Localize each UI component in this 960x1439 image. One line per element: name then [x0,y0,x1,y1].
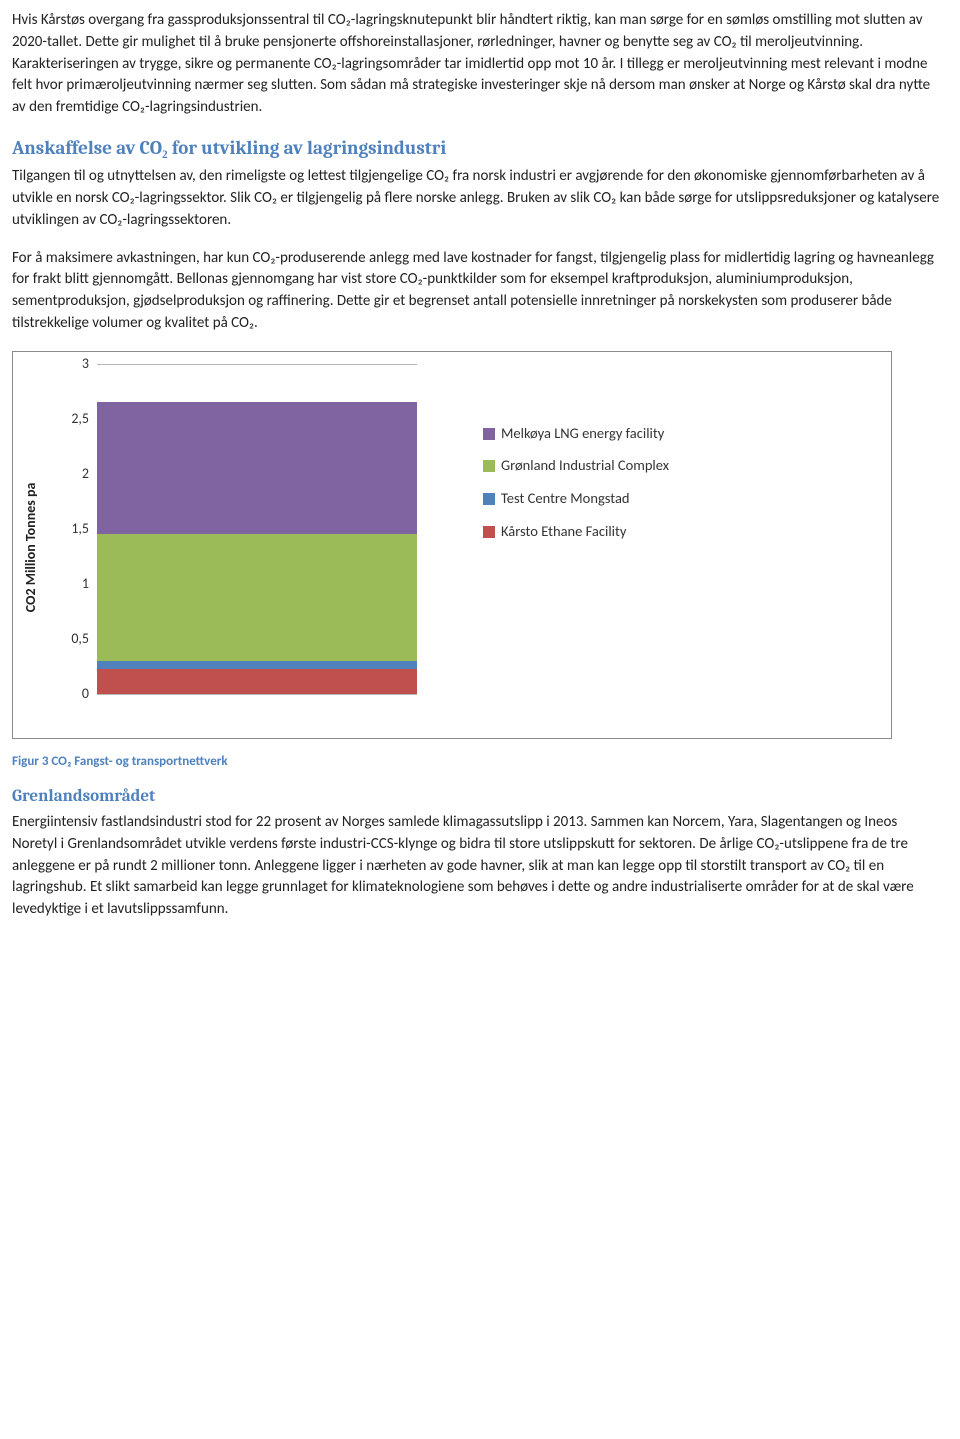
chart-legend: Melkøya LNG energy facility Grønland Indu… [483,424,743,555]
chart-gridline [97,694,417,695]
chart-legend-label: Kårsto Ethane Facility [501,522,626,541]
chart-legend-item: Kårsto Ethane Facility [483,522,743,541]
paragraph-intro: Hvis Kårstøs overgang fra gassproduksjon… [12,10,940,119]
chart-legend-item: Melkøya LNG energy facility [483,424,743,443]
chart-legend-label: Melkøya LNG energy facility [501,424,664,443]
chart-bar-segment [97,534,417,661]
chart-legend-label: Grønland Industrial Complex [501,456,669,475]
chart-legend-item: Test Centre Mongstad [483,489,743,508]
paragraph-anskaffelse-1: Tilgangen til og utnyttelsen av, den rim… [12,166,940,231]
chart-ytick: 0 [49,683,89,703]
chart-plot-area [97,364,417,694]
chart-legend-label: Test Centre Mongstad [501,489,630,508]
chart-ytick: 0,5 [49,628,89,648]
chart-gridline [97,364,417,365]
chart-ylabel: CO2 Million Tonnes pa [21,482,41,612]
chart-legend-swatch [483,460,495,472]
chart-bar-segment [97,669,417,693]
chart-ytick: 2,5 [49,408,89,428]
chart-legend-item: Grønland Industrial Complex [483,456,743,475]
chart-legend-swatch [483,428,495,440]
chart-ytick: 2 [49,463,89,483]
chart-co2-capture: CO2 Million Tonnes pa 0 0,5 1 1,5 2 2,5 3 Melk… [12,351,892,739]
heading-anskaffelse: Anskaffelse av CO₂ for utvikling av lagr… [12,135,940,163]
chart-ytick: 1,5 [49,518,89,538]
chart-bar-segment [97,661,417,670]
paragraph-anskaffelse-2: For å maksimere avkastningen, har kun CO… [12,248,940,335]
figure-caption: Figur 3 CO₂ Fangst- og transportnettverk [12,753,940,772]
chart-bar-segment [97,402,417,534]
chart-legend-swatch [483,493,495,505]
heading-grenland: Grenlandsområdet [12,785,940,810]
chart-legend-swatch [483,526,495,538]
chart-ytick: 3 [49,353,89,373]
paragraph-grenland: Energiintensiv fastlandsindustri stod fo… [12,812,940,921]
chart-ytick: 1 [49,573,89,593]
